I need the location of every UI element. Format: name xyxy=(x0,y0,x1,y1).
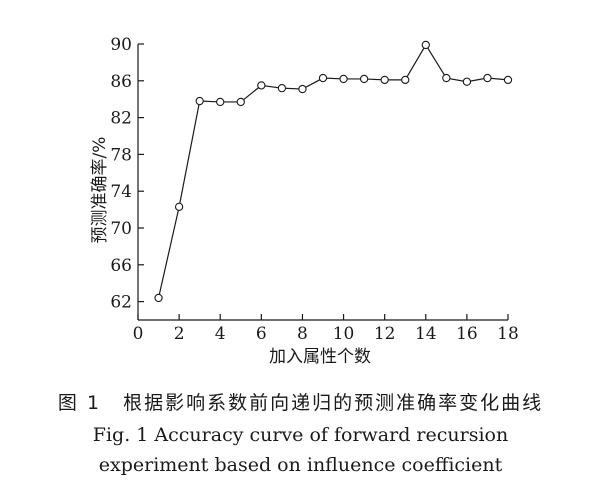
x-tick-label: 8 xyxy=(297,324,308,344)
data-point xyxy=(257,81,266,90)
x-tick-label: 6 xyxy=(256,324,267,344)
data-point xyxy=(236,97,245,107)
x-axis-label: 加入属性个数 xyxy=(269,347,371,367)
data-point xyxy=(174,202,184,211)
data-point xyxy=(216,97,225,107)
data-point xyxy=(318,73,328,83)
x-tick-label: 4 xyxy=(215,324,226,344)
data-point xyxy=(421,40,430,50)
x-ticks: 0 2 4 6 8 10 12 14 16 18 xyxy=(133,314,519,344)
x-tick-label: 18 xyxy=(497,324,519,344)
x-tick-label: 10 xyxy=(333,324,355,344)
data-point xyxy=(442,73,451,83)
data-point xyxy=(298,84,307,94)
x-tick-label: 14 xyxy=(415,324,437,344)
figure-caption-english-line1: Fig. 1 Accuracy curve of forward recursi… xyxy=(92,424,509,446)
y-tick-label: 90 xyxy=(110,35,132,55)
axes xyxy=(137,44,508,321)
figure-number: 图 1 xyxy=(57,392,102,414)
data-point xyxy=(277,84,287,93)
y-tick-label: 74 xyxy=(110,182,132,202)
x-tick-label: 12 xyxy=(374,324,396,344)
y-tick-label: 82 xyxy=(110,109,132,129)
x-tick-label: 2 xyxy=(174,324,185,344)
x-tick-label: 0 xyxy=(133,324,144,344)
data-point xyxy=(339,74,348,84)
data-point xyxy=(462,77,472,86)
x-tick-label: 16 xyxy=(456,324,478,344)
data-point xyxy=(359,74,369,84)
y-axis-label: 预测准确率/% xyxy=(90,137,110,244)
data-point xyxy=(503,75,513,85)
data-point xyxy=(154,293,163,303)
y-tick-label: 86 xyxy=(110,72,132,92)
y-tick-label: 78 xyxy=(110,145,132,165)
y-tick-label: 70 xyxy=(110,219,132,239)
figure-caption-chinese: 图 1 根据影响系数前向递归的预测准确率变化曲线 xyxy=(0,388,601,415)
line-chart: 62 66 70 74 78 82 86 90 0 2 4 6 8 10 12 14 16 18 预测准确率/%… xyxy=(90,35,519,367)
y-ticks: 62 66 70 74 78 82 86 90 xyxy=(110,35,144,313)
caption-chinese-text: 根据影响系数前向递归的预测准确率变化曲线 xyxy=(123,392,544,414)
data-point xyxy=(195,96,204,106)
y-tick-label: 62 xyxy=(110,293,132,313)
data-point xyxy=(401,75,410,85)
figure-caption-english-line2: experiment based on influence coefficien… xyxy=(98,454,503,476)
series-line xyxy=(157,43,509,299)
data-markers xyxy=(154,40,513,303)
y-tick-label: 66 xyxy=(110,256,132,276)
data-point xyxy=(380,75,389,85)
data-point xyxy=(483,73,492,83)
